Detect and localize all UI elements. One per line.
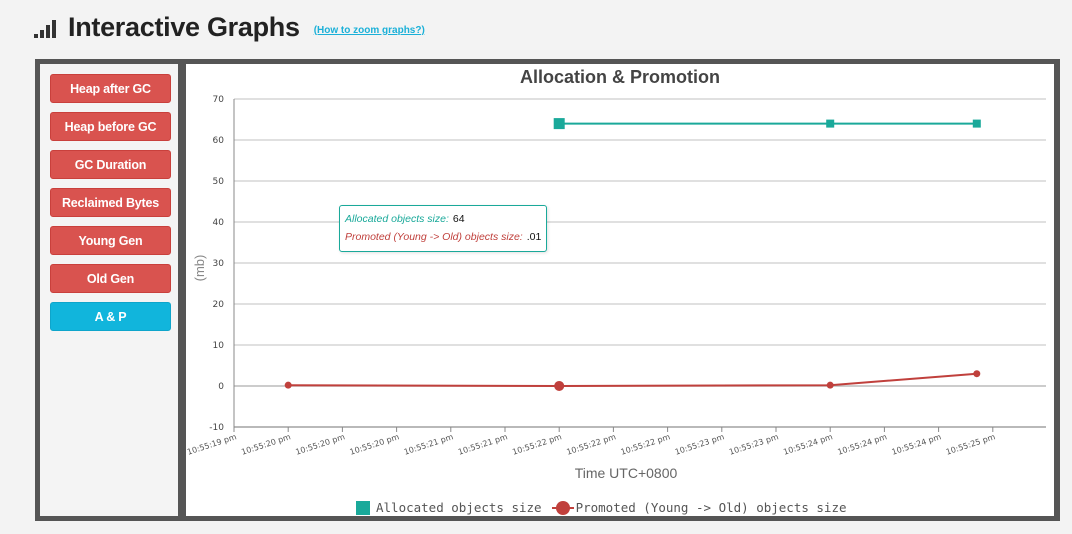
data-point-circle [284,381,292,389]
x-tick-label: 10:55:22 pm [620,432,672,456]
y-tick-label: 0 [218,382,224,392]
x-tick-label: 10:55:20 pm [294,432,346,456]
reclaimed-bytes-button[interactable]: Reclaimed Bytes [50,188,171,217]
old-gen-button[interactable]: Old Gen [50,264,171,293]
gc-duration-button[interactable]: GC Duration [50,150,171,179]
legend-item-promoted[interactable]: Promoted (Young -> Old) objects size [551,500,847,515]
circle-marker-icon [551,500,574,515]
heap-after-gc-button[interactable]: Heap after GC [50,74,171,103]
x-tick-label: 10:55:24 pm [836,432,888,456]
x-tick-label: 10:55:24 pm [891,432,943,456]
x-tick-label: 10:55:22 pm [511,432,563,456]
data-point-circle [973,370,981,378]
x-tick-label: 10:55:23 pm [674,432,726,456]
x-tick-label: 10:55:22 pm [565,432,617,456]
y-tick-label: -10 [209,423,224,433]
x-tick-label: 10:55:23 pm [728,432,780,456]
y-tick-label: 30 [213,259,225,269]
x-tick-label: 10:55:19 pm [186,432,238,456]
y-tick-label: 20 [213,300,225,310]
young-gen-button[interactable]: Young Gen [50,226,171,255]
chart-panel[interactable]: Allocation & Promotion -10 0 10 20 30 40 50 60 70… [186,64,1054,516]
square-marker-icon [356,500,370,515]
a-and-p-button[interactable]: A & P [50,302,171,331]
data-point-circle [554,380,565,391]
chart-legend: Allocated objects size Promoted (Young -… [356,500,861,515]
x-tick-label: 10:55:24 pm [782,432,834,456]
signal-bars-icon [34,16,62,38]
graph-sidebar: Heap after GC Heap before GC GC Duration… [40,64,178,516]
tooltip-allocated-value: 64 [452,213,465,225]
y-tick-label: 10 [213,341,225,351]
chart-title: Allocation & Promotion [520,67,720,87]
x-tick-label: 10:55:21 pm [403,432,455,456]
tooltip-promoted-value: .01 [526,231,542,243]
x-tick-label: 10:55:21 pm [457,432,509,456]
graph-frame: Heap after GC Heap before GC GC Duration… [35,59,1060,521]
legend-item-allocated[interactable]: Allocated objects size [356,500,542,515]
zoom-help-link[interactable]: (How to zoom graphs?) [313,24,425,36]
y-tick-label: 50 [213,177,225,187]
page-title: Interactive Graphs [68,11,300,42]
y-tick-label: 70 [213,95,225,105]
x-tick-label: 10:55:20 pm [240,432,292,456]
x-tick-label: 10:55:25 pm [945,432,997,456]
page-header: Interactive Graphs (How to zoom graphs?) [34,10,425,44]
series-line [288,372,977,388]
data-point-square [553,118,565,130]
y-tick-label: 60 [213,136,225,146]
tooltip-promoted-label: Promoted (Young -> Old) objects size: [345,231,523,243]
data-point-square [826,119,835,128]
legend-label-promoted: Promoted (Young -> Old) objects size [575,500,847,515]
chart-tooltip: Allocated objects size: 64 Promoted (Youn… [339,205,548,252]
x-axis-label: Time UTC+0800 [575,465,678,481]
y-tick-label: 40 [213,218,225,228]
tooltip-allocated-label: Allocated objects size: [345,213,449,225]
legend-label-allocated: Allocated objects size [376,500,542,515]
x-tick-label: 10:55:20 pm [349,432,401,456]
y-axis-label: (mb) [192,255,207,282]
data-point-circle [826,381,834,389]
heap-before-gc-button[interactable]: Heap before GC [50,112,171,141]
data-point-square [972,119,981,128]
allocation-promotion-chart[interactable]: Allocation & Promotion -10 0 10 20 30 40 50 60 70… [186,64,1054,516]
